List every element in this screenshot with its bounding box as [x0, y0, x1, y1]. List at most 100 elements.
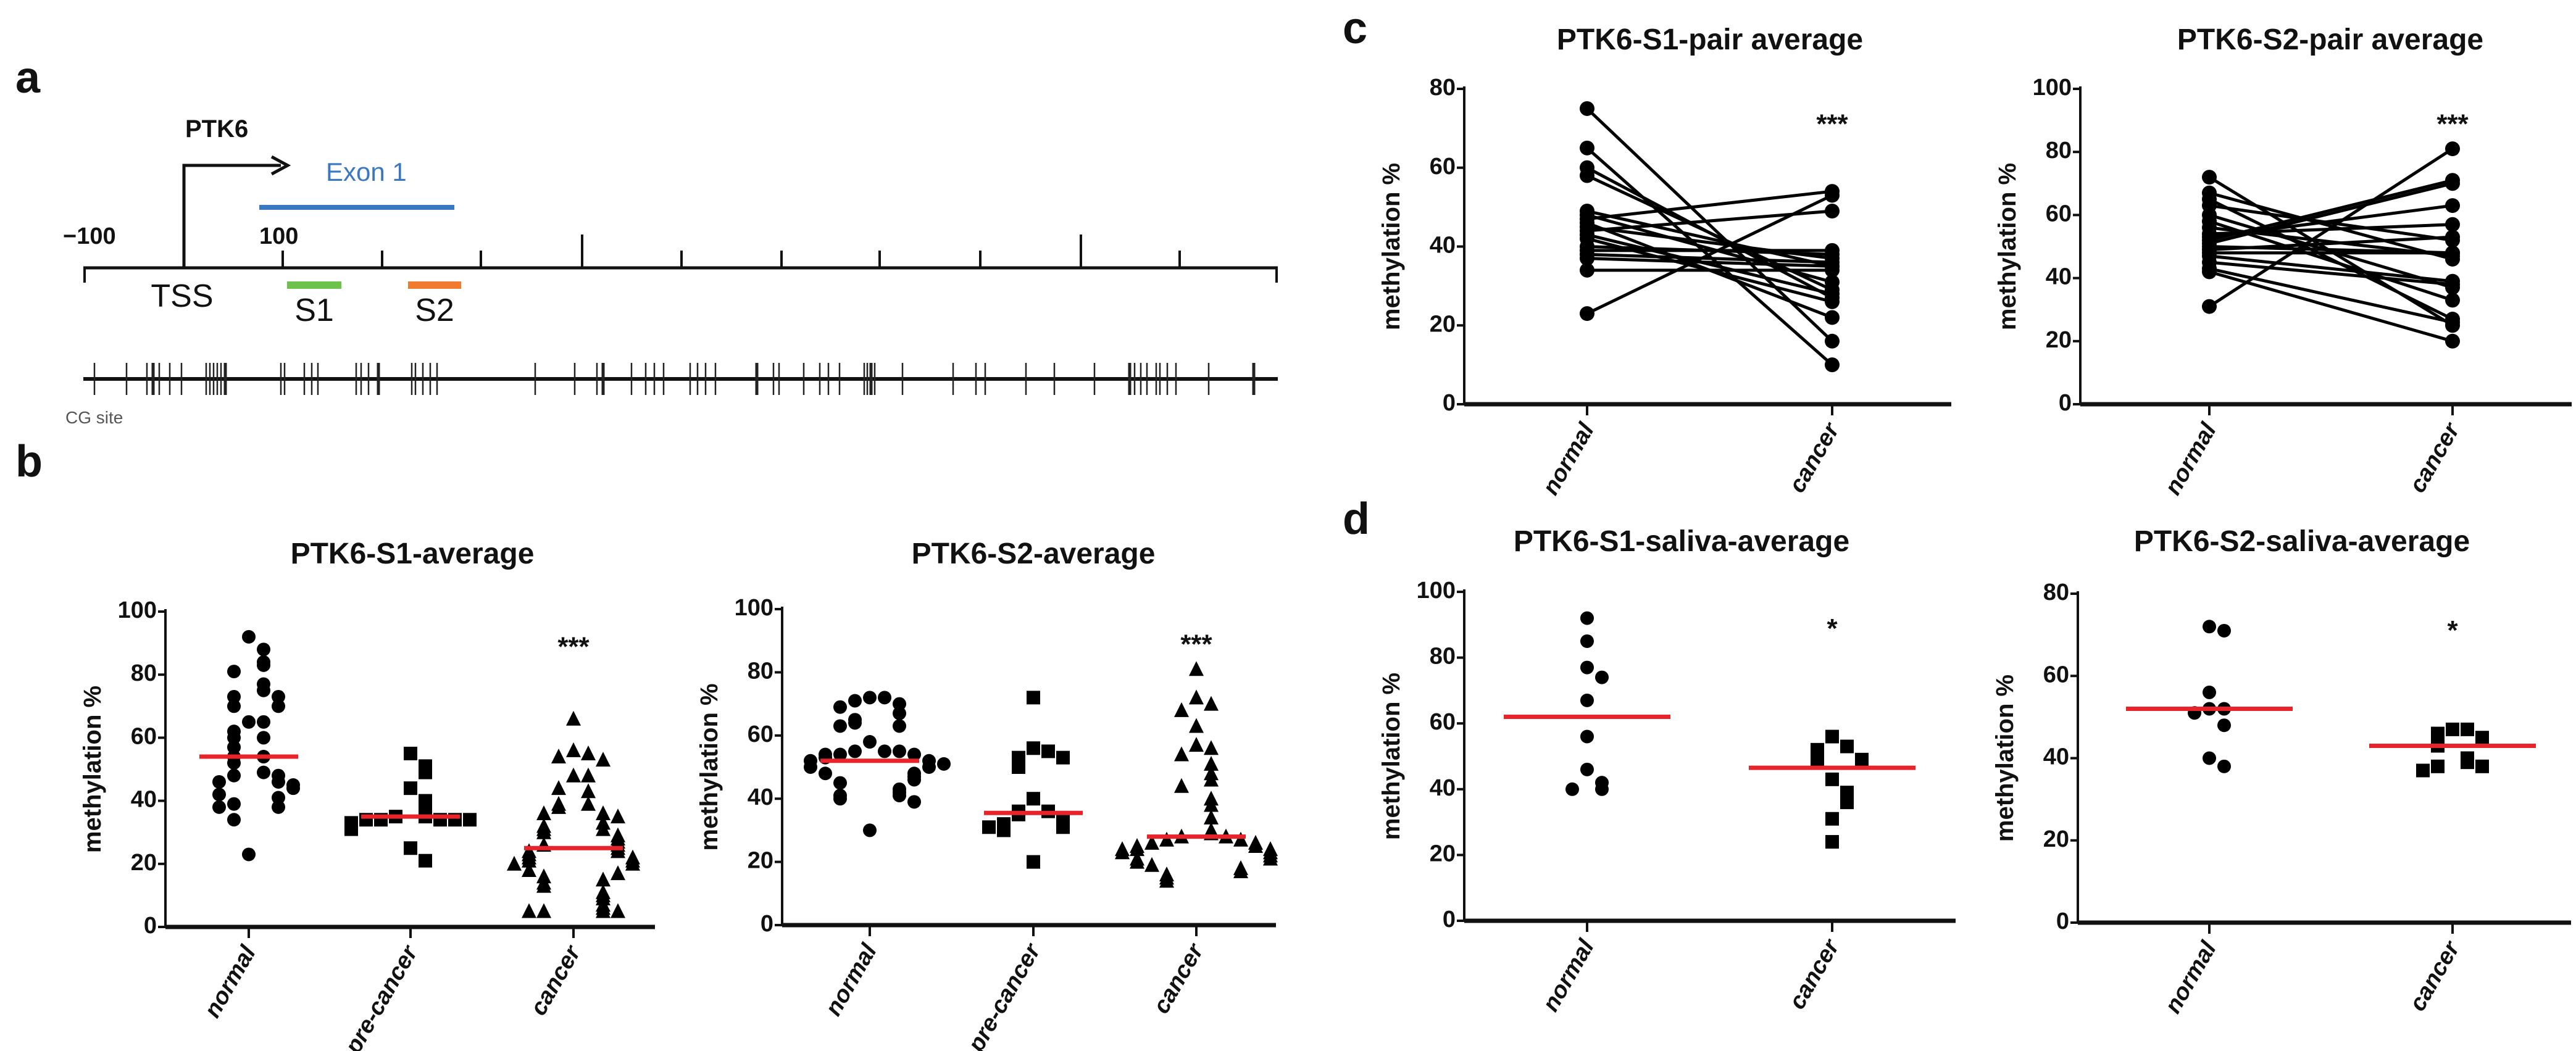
x-tick-label: cancer [1148, 939, 1209, 1018]
data-point-square [1056, 750, 1070, 765]
data-point-circle [863, 691, 877, 705]
data-point-circle [1565, 782, 1579, 796]
data-point-triangle [1204, 809, 1219, 825]
x-tick-label: cancer [525, 941, 586, 1020]
data-point-square [404, 841, 417, 855]
data-point-triangle [1174, 746, 1189, 762]
data-point-circle [272, 791, 285, 805]
data-point-circle [257, 683, 270, 697]
data-point-square [1056, 820, 1070, 834]
data-point-square [1012, 760, 1025, 774]
data-point-triangle [611, 865, 625, 881]
data-point-circle [1595, 782, 1609, 796]
data-point-circle [1595, 670, 1609, 684]
data-point-triangle [536, 805, 551, 821]
data-point-square [1825, 729, 1839, 744]
data-point-circle [2217, 759, 2231, 773]
data-point-circle [893, 789, 906, 803]
cg-site-track [83, 363, 1278, 395]
data-point-square [1027, 741, 1040, 755]
data-point-circle [1580, 762, 1594, 776]
data-point-triangle [1248, 838, 1263, 853]
data-point-triangle [566, 767, 581, 783]
x-tick-label: normal [2160, 418, 2222, 499]
data-point-cancer [2445, 245, 2460, 260]
x-tick-label: normal [820, 939, 882, 1020]
panel-letter-a: a [15, 53, 41, 102]
data-point-cancer [1825, 357, 1840, 373]
data-point-triangle [596, 821, 611, 836]
data-point-square [404, 746, 417, 760]
data-point-square [1825, 772, 1839, 786]
data-point-circle [848, 744, 862, 758]
data-point-circle [212, 775, 226, 789]
pair-line [2208, 147, 2454, 308]
data-point-circle [833, 792, 847, 806]
data-point-triangle [1204, 755, 1219, 771]
data-point-square [2431, 726, 2445, 741]
y-tick-label: 80 [1430, 644, 1456, 670]
data-point-square [1041, 744, 1055, 758]
data-point-cancer [2445, 230, 2460, 245]
data-point-triangle [1189, 737, 1204, 752]
data-point-circle [242, 847, 256, 862]
data-point-square [1811, 752, 1824, 766]
data-point-square [2475, 731, 2489, 745]
data-point-normal [2202, 264, 2217, 280]
data-point-circle [907, 747, 921, 762]
data-point-triangle [536, 824, 551, 839]
data-point-cancer [2445, 293, 2460, 308]
data-point-triangle [1263, 850, 1278, 866]
chart-d1: PTK6-S1-saliva-average 0 20 40 60 80 100 methyl… [1378, 525, 1956, 1016]
data-point-triangle [1174, 702, 1189, 717]
data-point-circle [893, 719, 906, 733]
y-axis-label: methylation % [696, 683, 723, 850]
data-point-circle [257, 642, 270, 657]
data-point-square [2461, 755, 2474, 770]
pair-line [1586, 146, 1833, 366]
data-point-square [463, 813, 477, 827]
exon-label: Exon 1 [326, 157, 407, 186]
data-point-normal [1580, 168, 1594, 183]
data-point-circle [257, 765, 270, 779]
y-axis-label: methylation % [1994, 163, 2021, 330]
y-tick-label: 100 [1417, 578, 1456, 604]
significance-marker: *** [1180, 629, 1212, 659]
significance-marker: * [2447, 615, 2458, 646]
pair-line [2209, 178, 2453, 242]
pair-line [2209, 260, 2453, 286]
data-point-circle [212, 800, 226, 814]
chart-b2: PTK6-S2-average 0 20 40 60 80 100 methylation %… [696, 538, 1278, 1051]
y-tick-label: 60 [131, 723, 157, 749]
y-tick-label: 100 [735, 595, 773, 621]
data-point-triangle [1174, 778, 1189, 793]
x-tick-label: normal [199, 941, 261, 1022]
panel-letter-b: b [15, 437, 43, 486]
chart-b1: PTK6-S1-average 0 20 40 60 80 100 methylation %… [79, 538, 655, 1051]
data-point-circle [257, 731, 270, 745]
y-axis-label: methylation % [1378, 163, 1405, 330]
data-point-circle [2203, 620, 2216, 634]
data-point-circle [272, 699, 285, 713]
data-point-circle [893, 697, 906, 711]
data-point-cancer [2445, 176, 2460, 191]
data-point-triangle [1204, 740, 1219, 755]
data-point-triangle [551, 799, 566, 814]
data-point-square [2431, 759, 2445, 773]
y-tick-label: 20 [131, 850, 157, 876]
data-point-circle [833, 776, 847, 790]
chart-title: PTK6-S2-pair average [2177, 23, 2483, 56]
y-tick-label: 80 [2043, 580, 2069, 605]
data-point-square [1027, 792, 1040, 806]
data-point-circle [227, 699, 241, 713]
data-point-triangle [1115, 844, 1130, 860]
x-tick-label: cancer [1784, 934, 1845, 1014]
data-point-cancer [1825, 333, 1840, 349]
y-tick-label: 20 [2046, 327, 2072, 353]
y-tick-label: 0 [2056, 908, 2069, 934]
data-point-circle [863, 823, 877, 837]
data-point-triangle [596, 903, 611, 918]
tss-arrow-icon [182, 164, 281, 268]
pair-line [2209, 235, 2453, 252]
data-point-circle [272, 775, 285, 789]
